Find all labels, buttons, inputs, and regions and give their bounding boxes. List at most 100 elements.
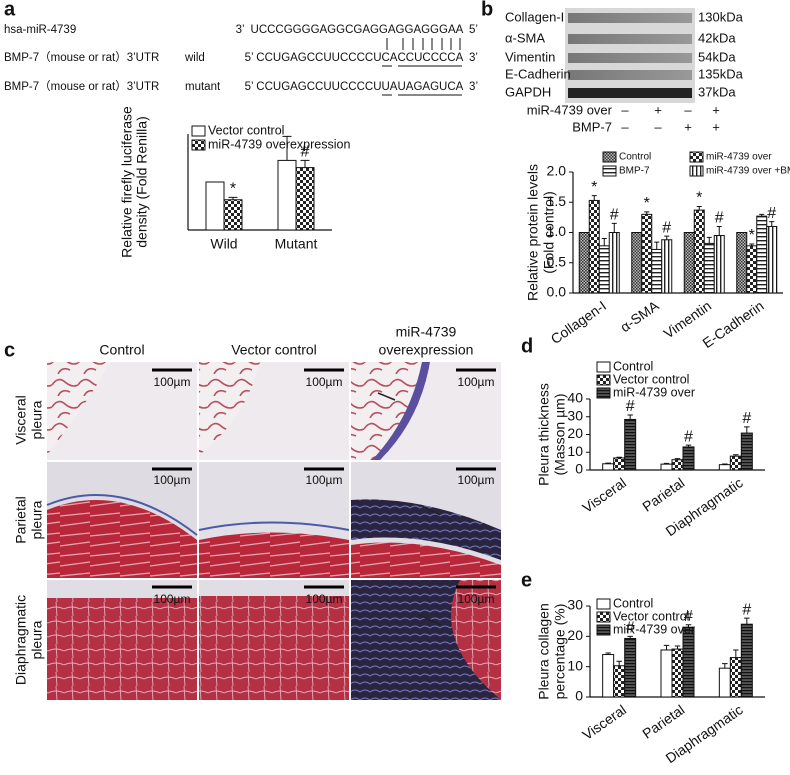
column-header: overexpression [379, 342, 474, 358]
bar [624, 418, 637, 471]
legend-label: Control [619, 152, 651, 163]
error-bar [733, 649, 739, 658]
panel-label: a [4, 0, 16, 20]
bar [602, 463, 615, 471]
sequence: 5’ CCUGAGCCUUCCCCUCACCUCCCCA 3’ [245, 52, 478, 64]
error-bar [282, 135, 292, 161]
significance-marker: # [684, 608, 693, 625]
error-bar [616, 456, 622, 458]
y-axis-title: (Masson µm) [552, 394, 568, 476]
bar [631, 232, 643, 294]
legend-swatch [596, 598, 611, 610]
y-axis-title: (Fold control) [541, 191, 557, 273]
size-label: 37kDa [698, 84, 736, 99]
row-label: Diaphragmatic [13, 595, 29, 685]
scale-bar-label: 100µm [458, 375, 495, 389]
legend-swatch [596, 611, 611, 623]
bar [682, 446, 695, 471]
legend-label: Control [613, 359, 653, 373]
treatment-sign: – [621, 102, 629, 117]
scale-bar-label: 100µm [306, 592, 343, 606]
y-tick-label: 1.0 [547, 223, 567, 239]
y-axis-title: Relative firefly luciferase [119, 106, 135, 258]
x-tick-label: Parietal [639, 474, 687, 514]
treatment-sign: + [654, 102, 662, 117]
significance-marker: * [591, 179, 597, 196]
scale-bar-label: 100µm [458, 592, 495, 606]
legend-swatch [191, 139, 206, 151]
error-bar [605, 652, 611, 655]
size-label: 135kDa [698, 66, 744, 81]
y-axis-title: Pleura thickness [536, 383, 552, 486]
bar [277, 159, 297, 231]
bar [608, 232, 620, 294]
significance-marker: # [626, 620, 635, 637]
y-axis-title: Relative protein levels [525, 164, 541, 301]
legend-swatch [602, 151, 617, 163]
legend-label: Vector control [613, 372, 689, 386]
row-label: pleura [29, 500, 45, 539]
column-header: miR-4739 [396, 324, 457, 340]
bar [756, 215, 768, 294]
treatment-sign: – [684, 102, 692, 117]
scale-bar-label: 100µm [154, 473, 191, 487]
sequence: 5’ CCUGAGCCUUCCCCUUAUAGAGUCA 3’ [245, 81, 478, 93]
significance-marker: # [715, 210, 724, 227]
treatment-sign: – [654, 119, 662, 134]
row-label: Visceral [13, 395, 29, 445]
scale-bar-label: 100µm [306, 375, 343, 389]
y-axis-title-line: Pleura collagen [536, 603, 552, 700]
legend-swatch [689, 151, 704, 163]
bar [713, 235, 725, 294]
y-axis-title: percentage (%) [552, 604, 568, 700]
panel-label: c [4, 339, 15, 361]
error-bar [733, 454, 739, 457]
error-bar [300, 159, 310, 168]
sequence-variant: mutant [185, 81, 221, 93]
size-label: 130kDa [698, 9, 744, 24]
y-tick-label: 30 [567, 597, 583, 613]
error-bar [722, 663, 728, 669]
legend-swatch [596, 624, 611, 636]
error-bar [685, 624, 692, 628]
sequence-label: BMP-7（mouse or rat）3’UTR [4, 80, 159, 93]
y-axis-title: Pleura collagen [536, 603, 552, 700]
bar [718, 464, 731, 471]
protein-label: GAPDH [505, 84, 551, 99]
legend-swatch [596, 361, 611, 373]
x-tick-label: Mutant [275, 236, 318, 252]
error-bar [685, 444, 692, 447]
bar [205, 181, 225, 231]
bar [683, 232, 695, 294]
protein-label: E-Cadherin [505, 66, 571, 81]
significance-marker: # [662, 219, 671, 236]
size-label: 42kDa [698, 30, 736, 45]
error-bar [706, 236, 712, 244]
scale-bar-label: 100µm [154, 592, 191, 606]
legend-label: Vector control [613, 609, 689, 623]
sequence-label: hsa-miR-4739 [4, 24, 76, 36]
error-bar [722, 463, 728, 465]
y-axis-title-line: density (Fold Renilla) [134, 116, 150, 248]
error-bar [674, 645, 681, 650]
micrograph-images [46, 362, 501, 700]
x-tick-label: α-SMA [617, 297, 662, 335]
error-bar [744, 617, 750, 625]
legend-swatch [602, 165, 617, 177]
protein-label: α-SMA [505, 30, 545, 45]
y-tick-label: 0.0 [547, 284, 567, 300]
error-bar [696, 205, 702, 211]
y-tick-label: 0 [575, 688, 583, 704]
bar [693, 209, 705, 294]
bar [660, 649, 673, 698]
y-tick-label: 1.5 [547, 193, 567, 209]
sequence-label: BMP-7（mouse or rat）3’UTR [4, 51, 159, 64]
bar [295, 167, 315, 231]
bar [766, 225, 778, 294]
y-tick-label: 30 [567, 407, 583, 423]
bar [661, 239, 673, 294]
bar [729, 455, 742, 471]
y-axis-title-line: (Masson µm) [552, 394, 568, 476]
bar [223, 199, 243, 231]
y-axis-title-line: Relative protein levels [525, 164, 541, 301]
